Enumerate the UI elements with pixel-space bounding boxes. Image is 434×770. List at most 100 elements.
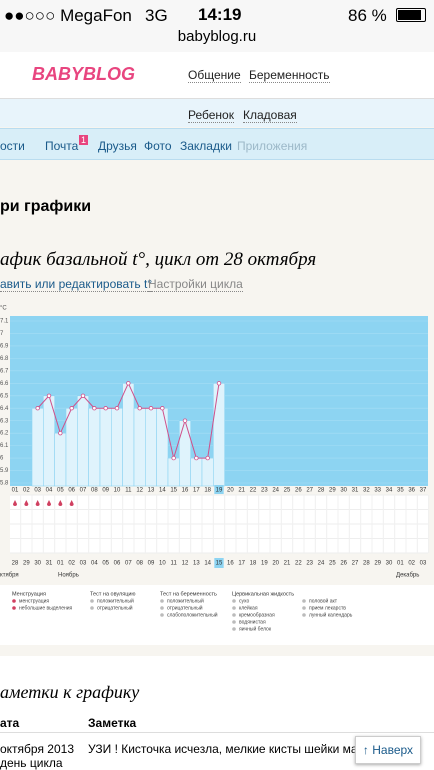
date-label: 21	[284, 561, 291, 567]
date-label: 18	[250, 561, 257, 567]
legend-icon	[90, 606, 94, 610]
day-label: 17	[193, 488, 200, 494]
day-label: 11	[125, 488, 132, 494]
legend-icon	[160, 599, 164, 603]
y-tick-label: 6.4	[0, 406, 9, 412]
day-label: 31	[352, 488, 359, 494]
date-label: 22	[295, 561, 302, 567]
drop	[24, 500, 29, 506]
legend-item: водянистая	[239, 619, 266, 625]
current-day	[214, 485, 224, 494]
day-label: 28	[318, 488, 325, 494]
date-label: 04	[91, 561, 98, 567]
tab[interactable]: Почта	[45, 139, 79, 153]
date-label: 03	[420, 561, 427, 567]
y-tick-label: 6.2	[0, 431, 9, 437]
nav-link[interactable]: Кладовая	[243, 108, 297, 123]
day-label: 18	[204, 488, 211, 494]
day-label: 01	[12, 488, 19, 494]
notes-title: аметки к графику	[0, 682, 140, 702]
drop	[69, 500, 74, 506]
section-title: ри графики	[0, 198, 92, 215]
date-label: 11	[171, 561, 178, 567]
date-label: 15	[216, 561, 223, 567]
temp-point	[92, 406, 97, 411]
date-label: 01	[397, 561, 404, 567]
date-label: 05	[102, 561, 109, 567]
nav-link[interactable]: Общение	[188, 68, 241, 83]
battery-icon	[396, 8, 426, 22]
temp-point	[69, 406, 74, 411]
y-tick-label: 6.6	[0, 381, 9, 387]
bbt-chart: 7.1 7 6.9 6.8 6.7 6.6 6.5 6.4 6.3 6.2 6.1 6 5.9 5.8 °C…	[0, 306, 434, 645]
chart-link[interactable]: Настройки цикла	[148, 277, 243, 292]
top-button[interactable]: ↑ Наверх	[355, 736, 421, 764]
y-tick-label: 5.9	[0, 468, 9, 474]
y-tick-label: 6.1	[0, 443, 9, 449]
chart-link[interactable]: авить или редактировать t°	[0, 277, 153, 292]
browser-bar: ●●○○○ MegaFon 3G 14:19 86 % babyblog.ru	[0, 0, 434, 52]
drop	[58, 500, 63, 506]
day-label: 35	[397, 488, 404, 494]
bar	[77, 395, 89, 487]
drop	[35, 500, 40, 506]
site-header: BABYBLOG Общение Беременность	[0, 52, 434, 99]
day-label: 29	[329, 488, 336, 494]
bar	[201, 457, 214, 487]
y-tick-label: 6.9	[0, 344, 9, 350]
date-label: 01	[57, 561, 64, 567]
bar	[133, 407, 146, 487]
y-unit: °C	[0, 306, 7, 312]
day-label: 12	[136, 488, 143, 494]
logo[interactable]: BABYBLOG	[32, 64, 135, 84]
tab[interactable]: Друзья	[98, 139, 137, 153]
day-label: 05	[57, 488, 64, 494]
legend-item: сухо	[239, 598, 249, 604]
bar	[99, 407, 112, 487]
nav-link[interactable]: Ребенок	[188, 108, 234, 123]
tab[interactable]: Закладки	[180, 139, 232, 153]
temp-point	[182, 418, 188, 423]
legend-icon	[232, 606, 236, 610]
day-label: 09	[102, 488, 109, 494]
drop	[13, 500, 17, 506]
date-label: 28	[12, 561, 19, 567]
time: 14:19	[198, 5, 242, 24]
legend-icon	[302, 613, 306, 617]
url[interactable]: babyblog.ru	[177, 28, 257, 45]
temp-point	[126, 381, 131, 386]
date-label: 06	[114, 561, 121, 567]
legend-item: небольшие выделения	[19, 605, 73, 611]
tab[interactable]: Приложения	[237, 139, 308, 153]
date-label: 23	[306, 561, 313, 567]
note-text: УЗИ ! Кисточка исчезла, мелкие кисты шей…	[88, 742, 379, 756]
temp-point	[35, 406, 40, 411]
nav-link[interactable]: Беременность	[249, 68, 330, 83]
date-label: 10	[159, 561, 166, 567]
tab[interactable]: ости	[0, 139, 25, 153]
note-day: день цикла	[0, 756, 63, 770]
legend-item: яичный белок	[239, 625, 272, 632]
legend-item: положительный	[167, 597, 204, 604]
day-label: 34	[386, 488, 393, 494]
day-label: 08	[91, 488, 98, 494]
temp-point	[103, 406, 108, 411]
day-label: 03	[34, 488, 41, 494]
y-tick-label: 7.1	[0, 319, 9, 325]
legend-icon	[160, 613, 164, 617]
legend-item: кремообразная	[239, 612, 275, 618]
legend-item: отрицательный	[167, 604, 203, 611]
col-header: ата	[0, 716, 20, 730]
legend-item: лунный календарь	[309, 611, 353, 618]
date-label: 03	[80, 561, 87, 567]
month-label: Декабрь	[396, 573, 419, 579]
tab[interactable]: Фото	[144, 139, 172, 153]
day-label: 25	[284, 488, 291, 494]
date-label: 31	[46, 561, 53, 567]
day-label: 22	[250, 488, 257, 494]
date-label: 07	[125, 561, 132, 567]
date-label: 29	[23, 561, 30, 567]
day-label: 04	[46, 488, 53, 494]
date-label: 30	[34, 561, 41, 567]
